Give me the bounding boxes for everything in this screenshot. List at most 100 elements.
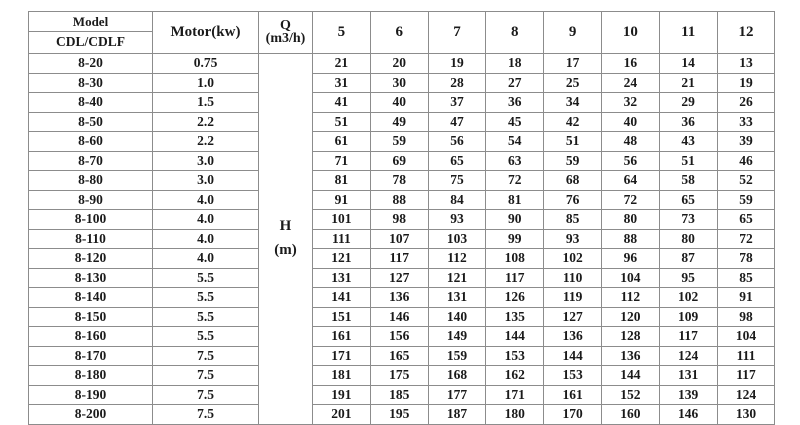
cell-head-value: 102 [543, 248, 602, 269]
cell-model: 8-180 [28, 365, 153, 386]
cell-motor-power: 2.2 [152, 131, 259, 152]
cell-head-value: 171 [312, 345, 371, 366]
cell-head-value: 146 [369, 306, 429, 327]
table-row: 8-30 1.0 31 30 28 27 25 24 21 19 [28, 72, 776, 93]
cell-head-value: 36 [658, 111, 718, 132]
header-flow-col-3: 8 [485, 11, 545, 54]
cell-head-value: 65 [427, 150, 487, 171]
header-flow-col-4: 9 [543, 11, 602, 54]
cell-head-value: 136 [543, 326, 602, 347]
cell-model: 8-40 [28, 92, 153, 113]
cell-model: 8-110 [28, 228, 153, 249]
cell-head-value: 111 [312, 228, 371, 249]
header-flow-col-6: 11 [658, 11, 718, 54]
cell-head-value: 21 [312, 53, 371, 74]
cell-head-value: 72 [600, 189, 660, 210]
cell-motor-power: 7.5 [152, 365, 259, 386]
cell-head-value: 32 [600, 92, 660, 113]
cell-head-value: 40 [369, 92, 429, 113]
cell-head-value: 59 [543, 150, 602, 171]
cell-head-value: 88 [369, 189, 429, 210]
cell-head-value: 24 [600, 72, 660, 93]
cell-head-value: 149 [427, 326, 487, 347]
cell-model: 8-50 [28, 111, 153, 132]
table-row: 8-110 4.0 111 107 103 99 93 88 80 72 [28, 228, 776, 249]
cell-motor-power: 4.0 [152, 189, 259, 210]
cell-head-value: 98 [716, 306, 776, 327]
table-row: 8-90 4.0 91 88 84 81 76 72 65 59 [28, 189, 776, 210]
cell-head-value: 29 [658, 92, 718, 113]
cell-model: 8-150 [28, 306, 153, 327]
cell-head-value: 151 [312, 306, 371, 327]
cell-head-value: 84 [427, 189, 487, 210]
cell-head-value: 91 [312, 189, 371, 210]
header-flow-col-1: 6 [369, 11, 429, 54]
cell-head-value: 153 [485, 345, 545, 366]
cell-head-value: 68 [543, 170, 602, 191]
cell-head-value: 16 [600, 53, 660, 74]
cell-head-value: 91 [716, 287, 776, 308]
cell-head-value: 152 [600, 384, 660, 405]
cell-head-value: 78 [369, 170, 429, 191]
cell-head-value: 41 [312, 92, 371, 113]
header-flow-col-2: 7 [427, 11, 487, 54]
cell-head-value: 187 [427, 404, 487, 425]
cell-head-value: 98 [369, 209, 429, 230]
cell-head-value: 59 [369, 131, 429, 152]
cell-head-value: 161 [543, 384, 602, 405]
head-symbol: H [279, 217, 292, 234]
cell-head-value: 127 [369, 267, 429, 288]
cell-head-value: 17 [543, 53, 602, 74]
cell-head-value: 63 [485, 150, 545, 171]
table-row: 8-180 7.5 181 175 168 162 153 144 131 117 [28, 365, 776, 386]
cell-head-value: 128 [600, 326, 660, 347]
header-model-title: Model [28, 11, 153, 32]
table-row: 8-80 3.0 81 78 75 72 68 64 58 52 [28, 170, 776, 191]
cell-head-value: 136 [600, 345, 660, 366]
cell-head-value: 108 [485, 248, 545, 269]
cell-head-value: 131 [427, 287, 487, 308]
cell-head-value: 93 [427, 209, 487, 230]
table-body: 8-20 0.75 H (m) 21 20 19 18 17 16 14 13 8-30 1.0 31 30 2… [28, 53, 776, 425]
cell-head-value: 80 [600, 209, 660, 230]
cell-head-value: 18 [485, 53, 545, 74]
cell-motor-power: 7.5 [152, 404, 259, 425]
cell-head-value: 161 [312, 326, 371, 347]
cell-head-value: 14 [658, 53, 718, 74]
cell-model: 8-130 [28, 267, 153, 288]
cell-head-value: 117 [716, 365, 776, 386]
cell-motor-power: 2.2 [152, 111, 259, 132]
header-flow-unit: Q (m3/h) [258, 11, 313, 54]
cell-motor-power: 5.5 [152, 287, 259, 308]
cell-head-value: 51 [543, 131, 602, 152]
cell-motor-power: 1.5 [152, 92, 259, 113]
cell-model: 8-80 [28, 170, 153, 191]
cell-head-value: 144 [485, 326, 545, 347]
cell-head-value: 160 [600, 404, 660, 425]
cell-head-value: 104 [716, 326, 776, 347]
cell-head-value: 124 [716, 384, 776, 405]
cell-head-value: 87 [658, 248, 718, 269]
cell-head-value: 119 [543, 287, 602, 308]
cell-head-value: 43 [658, 131, 718, 152]
cell-model: 8-20 [28, 53, 153, 74]
cell-head-value: 112 [427, 248, 487, 269]
cell-head-value: 61 [312, 131, 371, 152]
cell-head-value: 81 [485, 189, 545, 210]
cell-head-value: 109 [658, 306, 718, 327]
cell-head-value: 93 [543, 228, 602, 249]
cell-head-value: 185 [369, 384, 429, 405]
cell-motor-power: 1.0 [152, 72, 259, 93]
cell-model: 8-70 [28, 150, 153, 171]
table-row: 8-150 5.5 151 146 140 135 127 120 109 98 [28, 306, 776, 327]
cell-head-value: 117 [369, 248, 429, 269]
cell-motor-power: 3.0 [152, 170, 259, 191]
cell-head-value: 103 [427, 228, 487, 249]
cell-head-value: 39 [716, 131, 776, 152]
cell-head-value: 127 [543, 306, 602, 327]
cell-motor-power: 5.5 [152, 306, 259, 327]
cell-head-value: 59 [716, 189, 776, 210]
cell-model: 8-60 [28, 131, 153, 152]
cell-head-value: 65 [658, 189, 718, 210]
cell-head-value: 21 [658, 72, 718, 93]
